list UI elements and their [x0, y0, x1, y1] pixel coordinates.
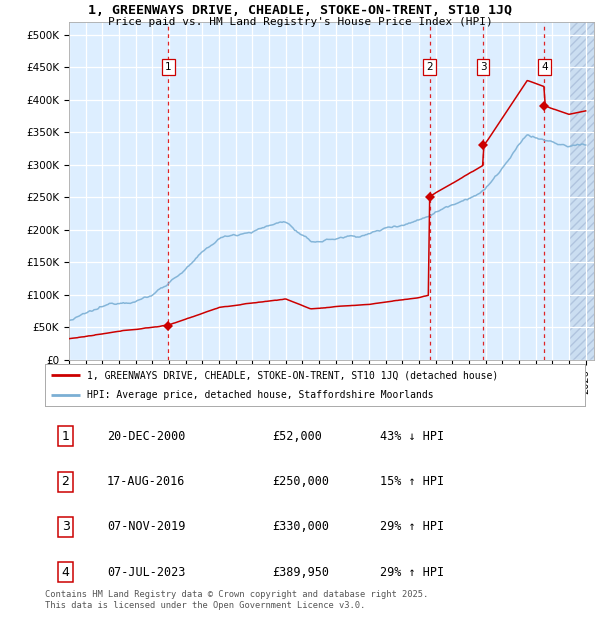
Text: 29% ↑ HPI: 29% ↑ HPI	[380, 566, 444, 578]
Text: £330,000: £330,000	[272, 521, 329, 533]
Text: 1: 1	[165, 62, 172, 72]
Text: 29% ↑ HPI: 29% ↑ HPI	[380, 521, 444, 533]
Text: 4: 4	[62, 566, 70, 578]
Bar	[569, 22, 594, 360]
Text: 1, GREENWAYS DRIVE, CHEADLE, STOKE-ON-TRENT, ST10 1JQ (detached house): 1, GREENWAYS DRIVE, CHEADLE, STOKE-ON-TR…	[87, 370, 499, 380]
Text: Price paid vs. HM Land Registry's House Price Index (HPI): Price paid vs. HM Land Registry's House …	[107, 17, 493, 27]
Text: £389,950: £389,950	[272, 566, 329, 578]
Text: £52,000: £52,000	[272, 430, 322, 443]
Bar	[569, 22, 594, 360]
Text: HPI: Average price, detached house, Staffordshire Moorlands: HPI: Average price, detached house, Staf…	[87, 390, 434, 400]
Text: 3: 3	[62, 521, 70, 533]
Text: 1: 1	[62, 430, 70, 443]
Text: 20-DEC-2000: 20-DEC-2000	[107, 430, 185, 443]
Text: 43% ↓ HPI: 43% ↓ HPI	[380, 430, 444, 443]
Text: 3: 3	[480, 62, 487, 72]
Text: 07-NOV-2019: 07-NOV-2019	[107, 521, 185, 533]
Text: 1, GREENWAYS DRIVE, CHEADLE, STOKE-ON-TRENT, ST10 1JQ: 1, GREENWAYS DRIVE, CHEADLE, STOKE-ON-TR…	[88, 4, 512, 17]
Text: 15% ↑ HPI: 15% ↑ HPI	[380, 476, 444, 488]
Text: 2: 2	[62, 476, 70, 488]
Text: 17-AUG-2016: 17-AUG-2016	[107, 476, 185, 488]
Text: 07-JUL-2023: 07-JUL-2023	[107, 566, 185, 578]
Text: 2: 2	[426, 62, 433, 72]
Text: Contains HM Land Registry data © Crown copyright and database right 2025.
This d: Contains HM Land Registry data © Crown c…	[45, 590, 428, 609]
Text: 4: 4	[541, 62, 548, 72]
Text: £250,000: £250,000	[272, 476, 329, 488]
